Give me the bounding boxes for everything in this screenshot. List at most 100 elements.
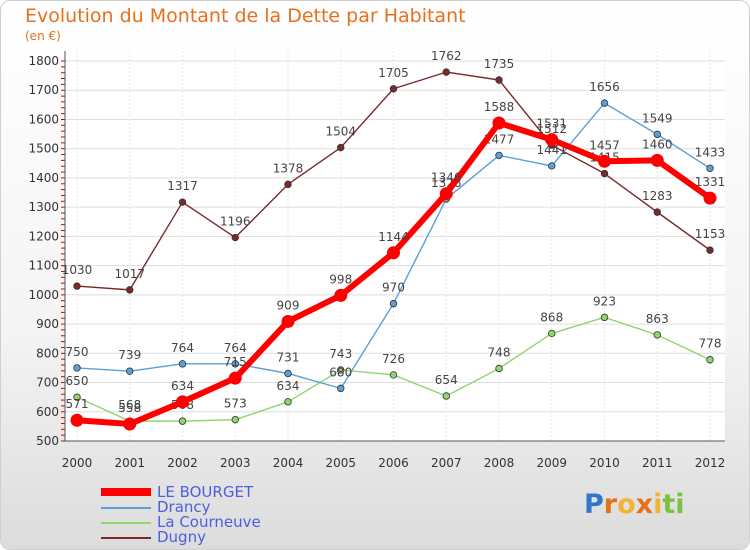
data-point-le-bourget <box>650 153 664 167</box>
x-tick-label: 2006 <box>378 456 409 470</box>
data-point-drancy <box>495 151 503 160</box>
data-label-le-bourget: 1457 <box>589 138 620 152</box>
data-label-dugny: 1153 <box>695 227 726 241</box>
legend-label-dugny: Dugny <box>157 528 206 546</box>
logo-letter: i <box>675 489 685 520</box>
data-point-drancy <box>73 364 81 372</box>
x-tick-label: 2010 <box>589 456 620 470</box>
x-tick-label: 2001 <box>114 456 145 470</box>
logo-letter: P <box>584 489 604 520</box>
data-label-la-courneuve: 778 <box>699 337 722 351</box>
legend-swatch-le-bourget <box>101 488 151 496</box>
x-tick-label: 2009 <box>536 456 567 470</box>
data-point-le-bourget <box>334 288 348 302</box>
data-point-le-bourget <box>387 246 400 260</box>
data-label-drancy: 750 <box>66 345 89 359</box>
y-tick-label: 1700 <box>28 83 59 97</box>
data-label-la-courneuve: 650 <box>66 374 89 388</box>
legend-swatch-la-courneuve <box>101 522 151 524</box>
data-label-le-bourget: 1346 <box>431 171 462 185</box>
data-label-drancy: 1549 <box>642 111 673 125</box>
data-label-la-courneuve: 654 <box>435 373 458 387</box>
data-point-le-bourget <box>123 417 137 431</box>
data-label-le-bourget: 1460 <box>642 137 673 151</box>
data-point-la-courneuve <box>284 398 292 406</box>
data-point-la-courneuve <box>231 415 239 424</box>
data-label-la-courneuve: 863 <box>646 312 669 326</box>
data-label-le-bourget: 634 <box>171 379 194 393</box>
data-point-drancy <box>548 162 556 170</box>
data-point-la-courneuve <box>706 356 714 364</box>
data-point-drancy <box>706 164 714 172</box>
data-point-la-courneuve <box>389 371 398 379</box>
data-point-la-courneuve <box>548 329 556 338</box>
legend-swatch-drancy <box>101 507 151 509</box>
data-point-la-courneuve <box>495 364 503 373</box>
data-label-le-bourget: 1531 <box>536 117 567 131</box>
data-label-la-courneuve: 573 <box>224 397 247 411</box>
data-label-le-bourget: 715 <box>224 355 247 369</box>
data-point-drancy <box>178 360 187 368</box>
logo-letter: t <box>662 489 676 520</box>
data-label-la-courneuve: 743 <box>329 347 352 361</box>
data-point-dugny <box>653 208 661 216</box>
legend-label-la-courneuve: La Courneuve <box>157 513 261 531</box>
data-point-dugny <box>284 180 292 189</box>
data-point-dugny <box>706 246 714 254</box>
data-point-drancy <box>126 367 134 375</box>
x-tick-label: 2004 <box>273 456 304 470</box>
data-label-drancy: 970 <box>382 281 405 295</box>
data-point-dugny <box>442 68 450 76</box>
data-point-la-courneuve <box>73 393 81 401</box>
data-point-drancy <box>337 384 345 393</box>
x-tick-label: 2007 <box>431 456 462 470</box>
data-label-dugny: 1512 <box>536 122 567 136</box>
logo-letter: i <box>653 489 663 520</box>
logo-letter: o <box>617 489 636 520</box>
data-point-dugny <box>126 286 134 294</box>
chart-unit: (en €) <box>25 29 61 43</box>
y-tick-label: 500 <box>36 434 59 448</box>
data-label-dugny: 1283 <box>642 189 673 203</box>
logo-letter: x <box>635 489 654 520</box>
y-tick-label: 1500 <box>28 142 59 156</box>
y-tick-label: 600 <box>36 405 59 419</box>
data-point-dugny <box>178 198 187 206</box>
x-tick-label: 2005 <box>325 456 356 470</box>
data-point-dugny <box>73 282 81 290</box>
data-label-drancy: 1441 <box>536 143 567 157</box>
data-point-la-courneuve <box>178 417 187 425</box>
proxiti-logo: Proxiti <box>584 489 685 520</box>
data-label-drancy: 739 <box>118 348 141 362</box>
data-label-dugny: 1705 <box>378 66 409 80</box>
data-point-drancy <box>653 130 661 139</box>
data-point-le-bourget <box>598 154 611 168</box>
data-label-drancy: 731 <box>277 350 300 364</box>
y-tick-label: 700 <box>36 376 59 390</box>
data-point-dugny <box>337 143 345 152</box>
data-label-le-bourget: 998 <box>329 272 352 286</box>
data-point-le-bourget <box>492 116 506 130</box>
data-point-drancy <box>231 360 239 368</box>
data-point-le-bourget <box>228 371 242 385</box>
data-label-le-bourget: 909 <box>277 298 300 312</box>
data-point-la-courneuve <box>442 392 450 400</box>
data-label-dugny: 1504 <box>325 125 356 139</box>
data-label-la-courneuve: 568 <box>118 398 141 412</box>
y-tick-label: 900 <box>36 317 59 331</box>
data-point-dugny <box>231 233 239 242</box>
legend-label-le-bourget: LE BOURGET <box>157 483 254 501</box>
x-tick-label: 2011 <box>642 456 673 470</box>
data-label-la-courneuve: 634 <box>277 379 300 393</box>
data-label-la-courneuve: 868 <box>540 310 563 324</box>
data-label-dugny: 1378 <box>273 161 304 175</box>
data-point-drancy <box>600 99 609 107</box>
x-tick-label: 2003 <box>220 456 251 470</box>
data-point-dugny <box>495 76 503 84</box>
data-label-drancy: 764 <box>224 341 247 355</box>
data-label-drancy: 764 <box>171 341 194 355</box>
data-point-la-courneuve <box>337 366 345 374</box>
data-label-le-bourget: 1144 <box>378 230 409 244</box>
